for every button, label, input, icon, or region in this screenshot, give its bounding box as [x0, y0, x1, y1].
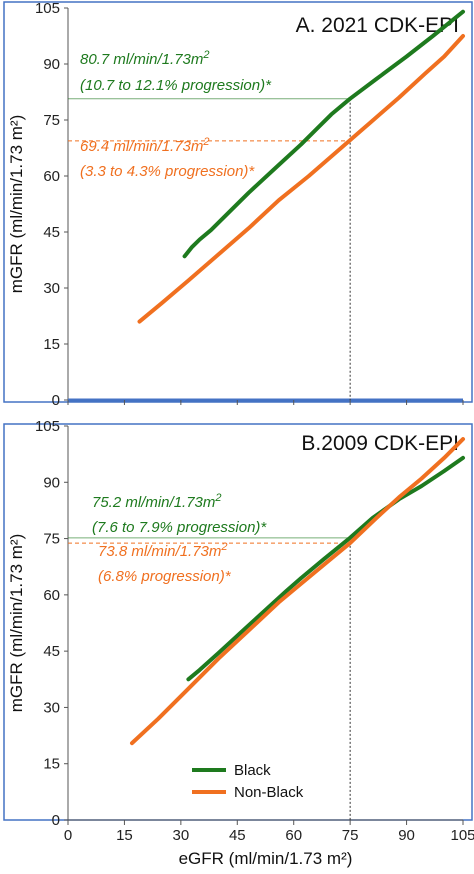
y-tick-label: 15 [43, 336, 60, 353]
y-tick-label: 90 [43, 56, 60, 73]
annotation-value-text: 73.8 ml/min/1.73m2 [98, 541, 228, 560]
y-tick-label: 75 [43, 112, 60, 129]
x-tick-label: 45 [229, 827, 246, 844]
y-tick-label: 45 [43, 643, 60, 660]
x-tick-label: 60 [285, 827, 302, 844]
y-tick-label: 60 [43, 168, 60, 185]
x-tick-label: 30 [173, 827, 190, 844]
y-tick-label: 30 [43, 280, 60, 297]
annotation-progression-text: (3.3 to 4.3% progression)* [80, 163, 255, 180]
x-axis-title: eGFR (ml/min/1.73 m²) [179, 849, 353, 868]
annotation-progression-text: (6.8% progression)* [98, 568, 232, 585]
y-tick-label: 105 [35, 418, 60, 435]
y-axis-title: mGFR (ml/min/1.73 m²) [7, 115, 26, 294]
y-tick-label: 90 [43, 474, 60, 491]
y-axis-title: mGFR (ml/min/1.73 m²) [7, 534, 26, 713]
annotation-value-text: 69.4 ml/min/1.73m2 [80, 136, 210, 155]
chart-panel-b: 0 15 30 45 60 75 90 105 0 15 30 45 60 75 90 105 mGFR (ml… [3, 418, 474, 868]
y-tick-label: 15 [43, 756, 60, 773]
series-line-black [186, 455, 465, 682]
y-tick-label: 0 [52, 392, 60, 409]
y-tick-label: 105 [35, 0, 60, 17]
x-tick-label: 0 [64, 827, 72, 844]
legend-label: Non-Black [234, 784, 304, 801]
panel-frame [3, 423, 473, 821]
annotation-value-text: 75.2 ml/min/1.73m2 [92, 492, 222, 511]
chart-panel-a: 0 15 30 45 60 75 90 105 mGFR (ml/min/1.73 m²) A. … [3, 0, 473, 409]
series-line-non-black [130, 437, 465, 746]
y-tick-label: 60 [43, 587, 60, 604]
legend: Black Non-Black [192, 762, 304, 801]
annotation-progression-text: (10.7 to 12.1% progression)* [80, 77, 272, 94]
y-tick-label: 75 [43, 531, 60, 548]
panel-title: B.2009 CDK-EPI [301, 432, 459, 455]
legend-label: Black [234, 762, 271, 779]
panel-frame [3, 1, 473, 403]
y-tick-label: 45 [43, 224, 60, 241]
y-tick-label: 0 [52, 812, 60, 829]
annotation-progression-text: (7.6 to 7.9% progression)* [92, 519, 267, 536]
panel-title: A. 2021 CDK-EPI [296, 14, 459, 37]
x-tick-label: 105 [450, 827, 474, 844]
series-line-non-black [137, 34, 465, 324]
x-tick-label: 75 [342, 827, 359, 844]
x-tick-label: 90 [398, 827, 415, 844]
annotation-value-text: 80.7 ml/min/1.73m2 [80, 49, 210, 68]
series-line-black [182, 9, 465, 259]
x-tick-label: 15 [116, 827, 133, 844]
y-tick-label: 30 [43, 699, 60, 716]
